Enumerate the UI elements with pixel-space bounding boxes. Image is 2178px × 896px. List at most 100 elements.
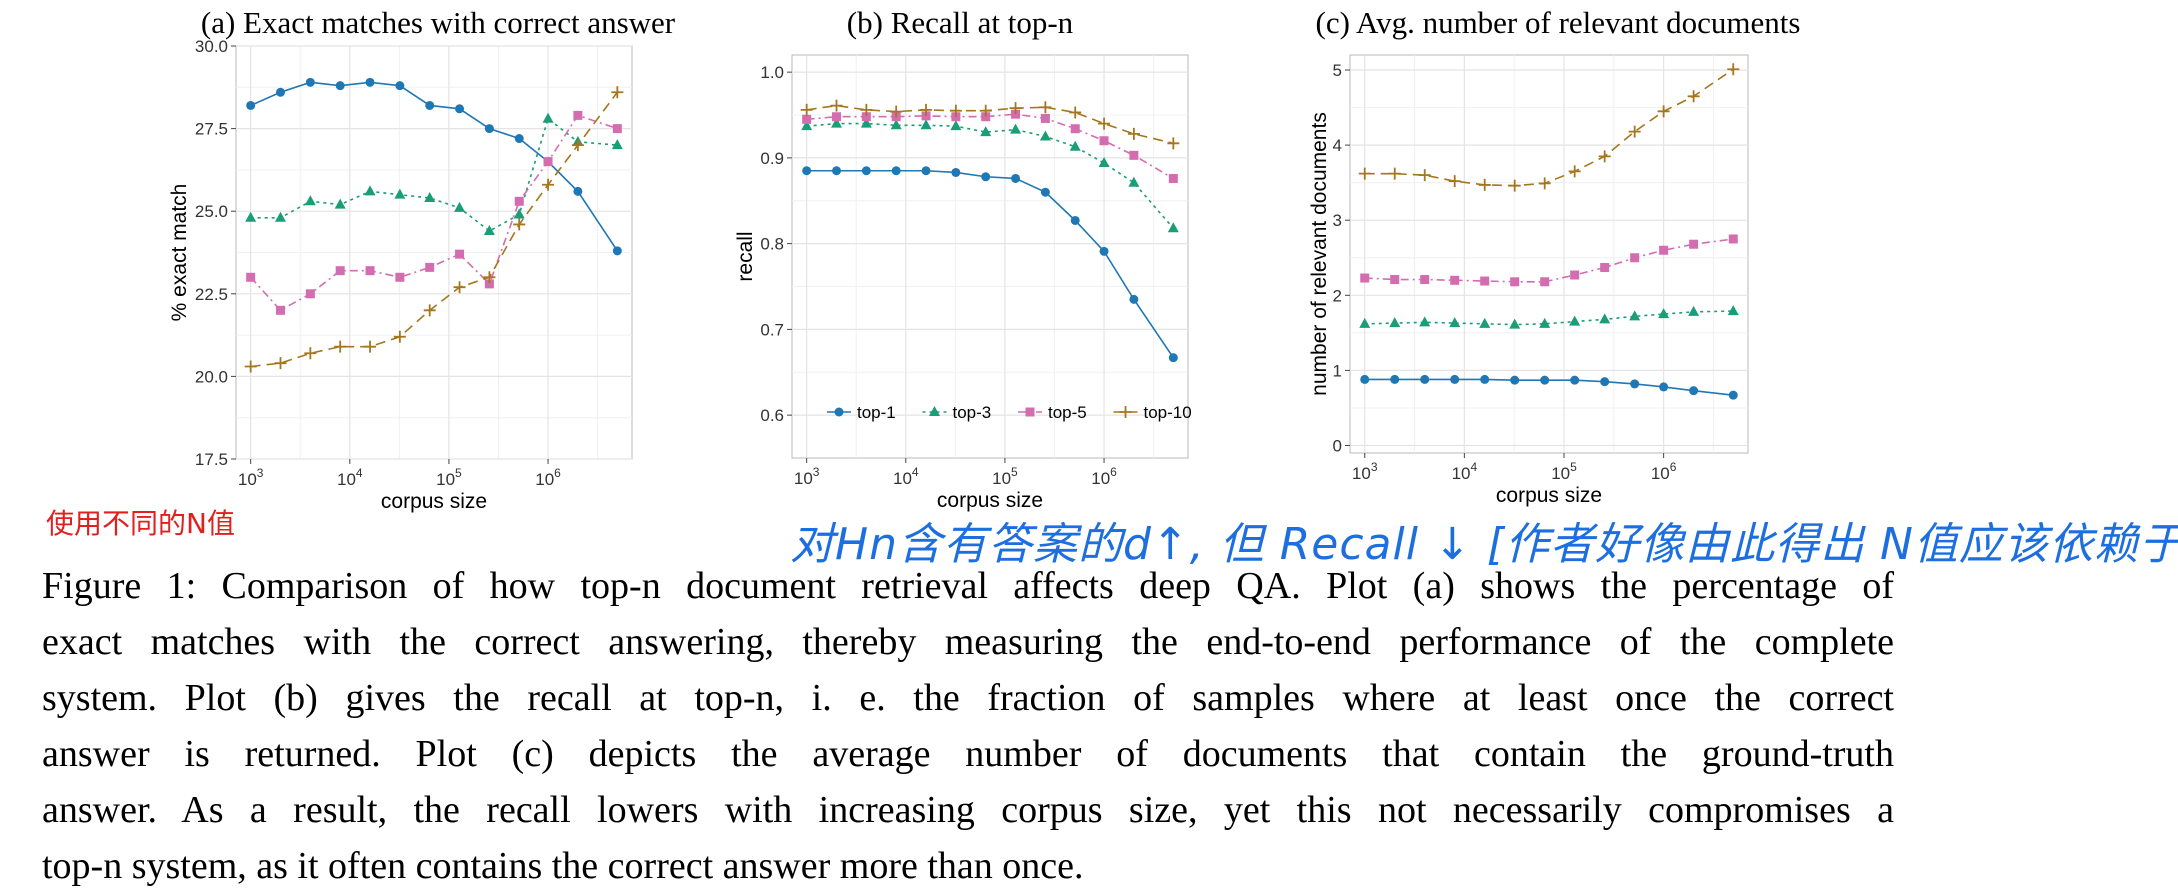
x-axis-label: corpus size (937, 489, 1043, 512)
y-tick-label: 27.5 (195, 120, 228, 139)
series-top-10 (244, 86, 624, 373)
data-point (1540, 375, 1550, 385)
data-point (1128, 176, 1140, 187)
data-point (1119, 406, 1132, 418)
data-point (920, 103, 933, 116)
legend-label: top-3 (953, 403, 992, 422)
data-point (1629, 310, 1641, 321)
data-point (365, 266, 375, 276)
data-point (1630, 379, 1640, 389)
x-tick-label: 106 (1091, 465, 1117, 488)
series-top-1 (1360, 374, 1738, 400)
data-point (612, 124, 622, 134)
legend-label: top-1 (857, 403, 896, 422)
data-point (1418, 169, 1431, 182)
data-point (1728, 234, 1738, 244)
x-tick-label: 104 (1452, 460, 1478, 483)
x-tick-label: 106 (1651, 460, 1677, 483)
data-point (573, 110, 583, 120)
data-point (1129, 150, 1139, 160)
data-point (981, 112, 991, 122)
data-point (275, 211, 287, 222)
data-point (1390, 275, 1400, 285)
data-point (981, 172, 991, 182)
data-point (860, 117, 872, 128)
data-point (612, 246, 622, 256)
data-point (1570, 270, 1580, 280)
data-point (979, 104, 992, 117)
data-point (949, 104, 962, 117)
data-point (244, 360, 257, 373)
data-point (514, 134, 524, 144)
y-tick-label: 22.5 (195, 285, 228, 304)
data-point (1129, 294, 1139, 304)
data-point (276, 87, 286, 97)
data-point (424, 191, 436, 202)
data-point (513, 208, 525, 219)
data-point (276, 305, 286, 315)
data-point (1510, 277, 1520, 287)
x-tick-label: 105 (992, 465, 1018, 488)
x-tick-label: 103 (238, 466, 264, 489)
data-point (1570, 375, 1580, 385)
chart-c: (c) Avg. number of relevant documents 0 1 2… (1308, 5, 1800, 507)
data-point (801, 120, 813, 131)
data-point (425, 100, 435, 110)
data-point (860, 103, 873, 116)
plot-area (1349, 54, 1749, 454)
caption-line: system. Plot (b) gives the recall at top… (42, 677, 1894, 719)
data-point (484, 124, 494, 134)
data-point (951, 167, 961, 177)
chart-b: (b) Recall at top-n 0.6 0.7 0.8 0.9 1.0 103 104… (734, 5, 1192, 512)
data-point (1359, 317, 1371, 328)
legend: top-1 top-3 top-5 top-10 (827, 403, 1192, 422)
data-point (246, 272, 256, 282)
data-point (611, 139, 623, 150)
data-point (1448, 175, 1461, 188)
data-point (1727, 63, 1740, 76)
plot-area (791, 54, 1189, 459)
data-point (513, 218, 526, 231)
y-tick-label: 5 (1333, 61, 1342, 80)
y-tick-label: 0 (1333, 436, 1342, 455)
y-axis-label: % exact match (168, 184, 191, 322)
data-point (950, 120, 962, 131)
data-point (334, 198, 346, 209)
data-point (304, 347, 317, 360)
data-point (514, 196, 524, 206)
data-point (305, 289, 315, 299)
data-point (483, 271, 496, 284)
caption-line: exact matches with the correct answering… (42, 621, 1894, 663)
red-annotation: 使用不同的N值 (46, 507, 235, 540)
data-point (305, 77, 315, 87)
data-point (245, 211, 257, 222)
y-axis-label: recall (734, 231, 757, 281)
data-point (1389, 317, 1401, 328)
series-top-3 (801, 117, 1179, 233)
data-point (483, 225, 495, 236)
data-point (1098, 117, 1111, 130)
series-top-5 (246, 110, 622, 315)
y-tick-label: 0.6 (760, 406, 784, 425)
data-point (395, 81, 405, 91)
data-point (1689, 239, 1699, 249)
data-point (921, 166, 931, 176)
data-point (1390, 374, 1400, 384)
data-point (1480, 276, 1490, 286)
data-point (542, 178, 555, 191)
data-point (1167, 137, 1180, 150)
y-tick-label: 25.0 (195, 202, 228, 221)
data-point (1450, 374, 1460, 384)
y-tick-label: 0.9 (760, 149, 784, 168)
legend-item: top-1 (827, 403, 896, 422)
data-point (246, 100, 256, 110)
data-point (1358, 167, 1371, 180)
data-point (1040, 113, 1050, 123)
y-tick-label: 0.7 (760, 320, 784, 339)
data-point (1069, 106, 1082, 119)
data-point (1600, 263, 1610, 273)
data-point (1449, 317, 1461, 328)
data-point (1098, 157, 1110, 168)
series-top-1 (802, 166, 1178, 363)
caption-line: Figure 1: Comparison of how top-n docume… (42, 565, 1894, 607)
